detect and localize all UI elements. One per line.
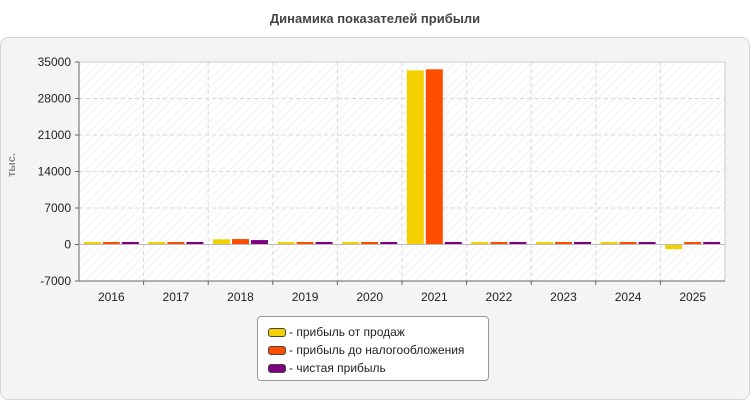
legend: - прибыль от продаж - прибыль до налогоо…: [257, 316, 489, 381]
x-tick-label: 2023: [550, 290, 577, 304]
bar-sales-profit: [213, 239, 230, 245]
x-tick-label: 2021: [421, 290, 448, 304]
legend-label: - прибыль до налогообложения: [289, 343, 465, 357]
bar-pretax-profit: [102, 242, 120, 245]
bar-pretax-profit: [490, 242, 508, 245]
legend-swatch-sales-profit: [268, 327, 286, 337]
bar-pretax-profit: [167, 242, 185, 245]
bar-sales-profit: [342, 242, 360, 245]
bar-sales-profit: [471, 242, 489, 245]
legend-item: - прибыль до налогообложения: [268, 341, 488, 359]
bar-pretax-profit: [232, 239, 249, 245]
y-tick-label: 28000: [38, 92, 72, 106]
bar-net-profit: [186, 242, 204, 245]
x-tick-label: 2024: [615, 290, 642, 304]
x-tick-label: 2017: [163, 290, 190, 304]
bar-pretax-profit: [555, 242, 572, 245]
bar-pretax-profit: [619, 242, 637, 245]
y-tick-label: 35000: [38, 55, 72, 69]
bar-net-profit: [509, 242, 527, 245]
x-tick-label: 2025: [679, 290, 706, 304]
legend-item: - прибыль от продаж: [268, 323, 488, 341]
x-tick-label: 2016: [98, 290, 125, 304]
x-tick-label: 2022: [486, 290, 513, 304]
bar-pretax-profit: [361, 242, 379, 245]
x-tick-label: 2019: [292, 290, 319, 304]
bar-net-profit: [444, 242, 462, 245]
bar-sales-profit: [536, 242, 553, 245]
y-tick-label: 7000: [44, 201, 71, 215]
bar-sales-profit: [600, 242, 618, 245]
x-tick-label: 2018: [227, 290, 254, 304]
bar-sales-profit: [148, 242, 166, 245]
bar-sales-profit: [665, 244, 683, 250]
y-tick-label: -7000: [40, 274, 71, 288]
bar-sales-profit: [83, 242, 101, 245]
y-tick-label: 0: [64, 238, 71, 252]
bar-net-profit: [121, 242, 139, 245]
y-axis-label: тыс.: [6, 153, 18, 177]
bar-net-profit: [703, 242, 721, 245]
legend-swatch-net-profit: [268, 363, 286, 373]
bar-net-profit: [574, 242, 591, 245]
legend-swatch-pretax-profit: [268, 345, 286, 355]
y-tick-label: 14000: [38, 165, 72, 179]
bar-net-profit: [380, 242, 398, 245]
bar-net-profit: [638, 242, 656, 245]
bar-pretax-profit: [425, 69, 443, 245]
bar-pretax-profit: [684, 242, 702, 245]
legend-item: - чистая прибыль: [268, 359, 488, 377]
bar-net-profit: [315, 242, 333, 245]
bar-pretax-profit: [296, 242, 314, 245]
chart-title: Динамика показателей прибыли: [269, 11, 481, 26]
legend-label: - чистая прибыль: [289, 361, 386, 375]
y-tick-label: 21000: [38, 128, 72, 142]
legend-label: - прибыль от продаж: [289, 325, 405, 339]
bar-sales-profit: [406, 70, 424, 245]
bar-sales-profit: [277, 242, 295, 245]
bar-net-profit: [251, 240, 268, 245]
x-tick-label: 2020: [356, 290, 383, 304]
